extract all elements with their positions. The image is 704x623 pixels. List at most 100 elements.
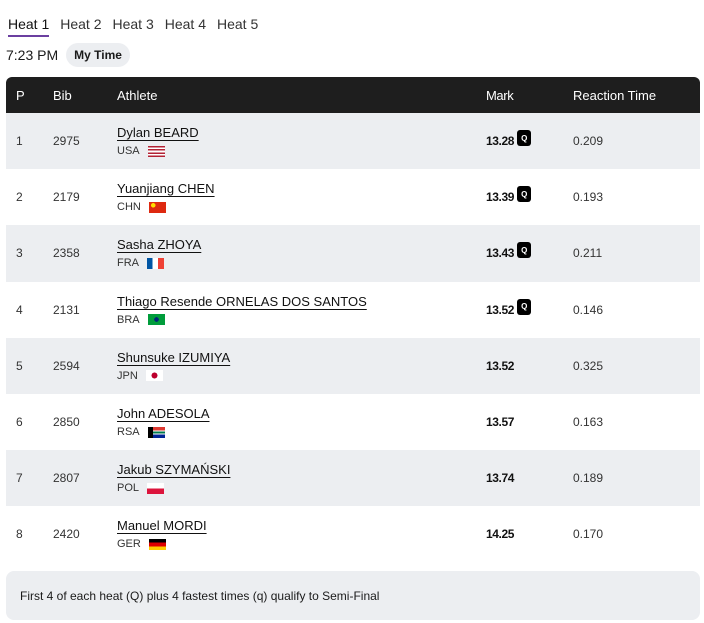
reaction-time: 0.325 [573, 358, 604, 373]
athlete-name-link[interactable]: Shunsuke IZUMIYA [117, 349, 231, 365]
country-code: JPN [117, 369, 138, 382]
table-row: 1 2975 Dylan BEARD USA 13.28 Q 0.209 [6, 113, 700, 170]
mark-value: 13.57 [486, 415, 515, 430]
athlete-name-link[interactable]: John ADESOLA [117, 406, 210, 422]
athlete-name-link[interactable]: Thiago Resende ORNELAS DOS SANTOS [117, 293, 367, 309]
flag-rsa-icon [147, 426, 165, 438]
table-row: 3 2358 Sasha ZHOYA FRA 13.43 Q 0.211 [6, 225, 700, 282]
reaction-time: 0.209 [573, 134, 604, 149]
reaction-time: 0.170 [573, 527, 604, 542]
reaction-time: 0.146 [573, 302, 604, 317]
reaction-time: 0.193 [573, 190, 604, 205]
flag-fra-icon [147, 257, 164, 269]
athlete-cell: Manuel MORDI GER [117, 518, 486, 550]
flag-chn-icon [148, 201, 166, 213]
position: 5 [16, 358, 23, 373]
header-mark: Mark [486, 87, 514, 103]
my-time-button[interactable]: My Time [66, 43, 130, 67]
mark: 13.57 [486, 415, 573, 429]
athlete-name-link[interactable]: Manuel MORDI [117, 518, 207, 534]
bib: 2807 [53, 471, 80, 486]
mark-value: 14.25 [486, 527, 515, 542]
qualification-note: First 4 of each heat (Q) plus 4 fastest … [6, 571, 700, 620]
flag-jpn-icon [145, 370, 163, 382]
mark: 13.74 [486, 471, 573, 485]
qualified-badge: Q [517, 186, 532, 203]
country-code: FRA [117, 257, 139, 270]
header-athlete: Athlete [117, 87, 158, 103]
flag-ger-icon [148, 538, 166, 550]
tab-heat-4[interactable]: Heat 4 [164, 16, 206, 32]
tab-heat-1[interactable]: Heat 1 [8, 14, 50, 37]
start-time-bar: 7:23 PM My Time [6, 43, 130, 67]
header-reaction-time: Reaction Time [573, 87, 657, 103]
athlete-cell: Jakub SZYMAŃSKI POL [117, 462, 486, 494]
position: 6 [16, 415, 23, 430]
nationality: FRA [117, 257, 486, 269]
tab-heat-2[interactable]: Heat 2 [60, 16, 102, 32]
table-row: 4 2131 Thiago Resende ORNELAS DOS SANTOS BR… [6, 282, 700, 338]
position: 1 [16, 134, 23, 149]
athlete-name-link[interactable]: Sasha ZHOYA [117, 237, 202, 253]
country-code: POL [117, 482, 140, 495]
country-code: RSA [117, 426, 140, 439]
position: 8 [16, 527, 23, 542]
athlete-cell: Yuanjiang CHEN CHN [117, 181, 486, 213]
heat-tabs: Heat 1 Heat 2 Heat 3 Heat 4 Heat 5 [8, 14, 258, 37]
reaction-time: 0.211 [573, 246, 603, 261]
bib: 2420 [53, 527, 80, 542]
position: 7 [16, 471, 23, 486]
flag-bra-icon [147, 314, 165, 326]
table-row: 2 2179 Yuanjiang CHEN CHN 13.39 Q 0.193 [6, 169, 700, 225]
bib: 2179 [53, 190, 80, 205]
header-position: P [16, 87, 25, 103]
mark: 13.28 Q [486, 130, 573, 149]
table-row: 7 2807 Jakub SZYMAŃSKI POL 13.74 0.189 [6, 450, 700, 507]
flag-pol-icon [147, 482, 165, 494]
qualified-badge: Q [517, 242, 532, 259]
athlete-cell: Shunsuke IZUMIYA JPN [117, 350, 486, 382]
qualified-badge: Q [517, 130, 532, 147]
bib: 2850 [53, 415, 80, 430]
bib: 2975 [53, 134, 80, 149]
athlete-cell: John ADESOLA RSA [117, 406, 486, 438]
table-row: 5 2594 Shunsuke IZUMIYA JPN 13.52 0.325 [6, 337, 700, 394]
athlete-cell: Sasha ZHOYA FRA [117, 237, 486, 269]
mark: 14.25 [486, 527, 573, 541]
tab-heat-5[interactable]: Heat 5 [217, 16, 259, 32]
tab-heat-3[interactable]: Heat 3 [112, 16, 154, 32]
nationality: BRA [117, 314, 486, 326]
bib: 2131 [53, 302, 80, 317]
mark: 13.39 Q [486, 186, 573, 205]
results-table: P Bib Athlete Mark Reaction Time 1 2975 Dy… [6, 77, 700, 563]
header-bib: Bib [53, 87, 72, 103]
nationality: USA [117, 145, 486, 157]
mark: 13.43 Q [486, 242, 573, 261]
athlete-cell: Dylan BEARD USA [117, 125, 486, 157]
qualified-badge: Q [517, 298, 532, 315]
mark-value: 13.28 [486, 134, 515, 149]
position: 3 [16, 246, 23, 261]
country-code: GER [117, 538, 141, 551]
nationality: GER [117, 538, 486, 550]
mark-value: 13.39 [486, 190, 515, 205]
nationality: POL [117, 482, 486, 494]
mark-value: 13.74 [486, 471, 515, 486]
nationality: CHN [117, 201, 486, 213]
bib: 2358 [53, 246, 80, 261]
mark-value: 13.52 [486, 302, 515, 317]
athlete-name-link[interactable]: Yuanjiang CHEN [117, 181, 215, 197]
table-row: 8 2420 Manuel MORDI GER 14.25 0.170 [6, 506, 700, 562]
nationality: JPN [117, 370, 486, 382]
athlete-cell: Thiago Resende ORNELAS DOS SANTOS BRA [117, 294, 486, 326]
table-body: 1 2975 Dylan BEARD USA 13.28 Q 0.209 2 2179 Yuanj… [6, 113, 700, 563]
table-row: 6 2850 John ADESOLA RSA 13.57 0.163 [6, 394, 700, 450]
country-code: USA [117, 145, 140, 158]
bib: 2594 [53, 358, 80, 373]
reaction-time: 0.189 [573, 471, 604, 486]
position: 2 [16, 190, 23, 205]
country-code: BRA [117, 313, 140, 326]
athlete-name-link[interactable]: Dylan BEARD [117, 125, 199, 141]
athlete-name-link[interactable]: Jakub SZYMAŃSKI [117, 462, 231, 478]
flag-usa-icon [147, 145, 165, 157]
